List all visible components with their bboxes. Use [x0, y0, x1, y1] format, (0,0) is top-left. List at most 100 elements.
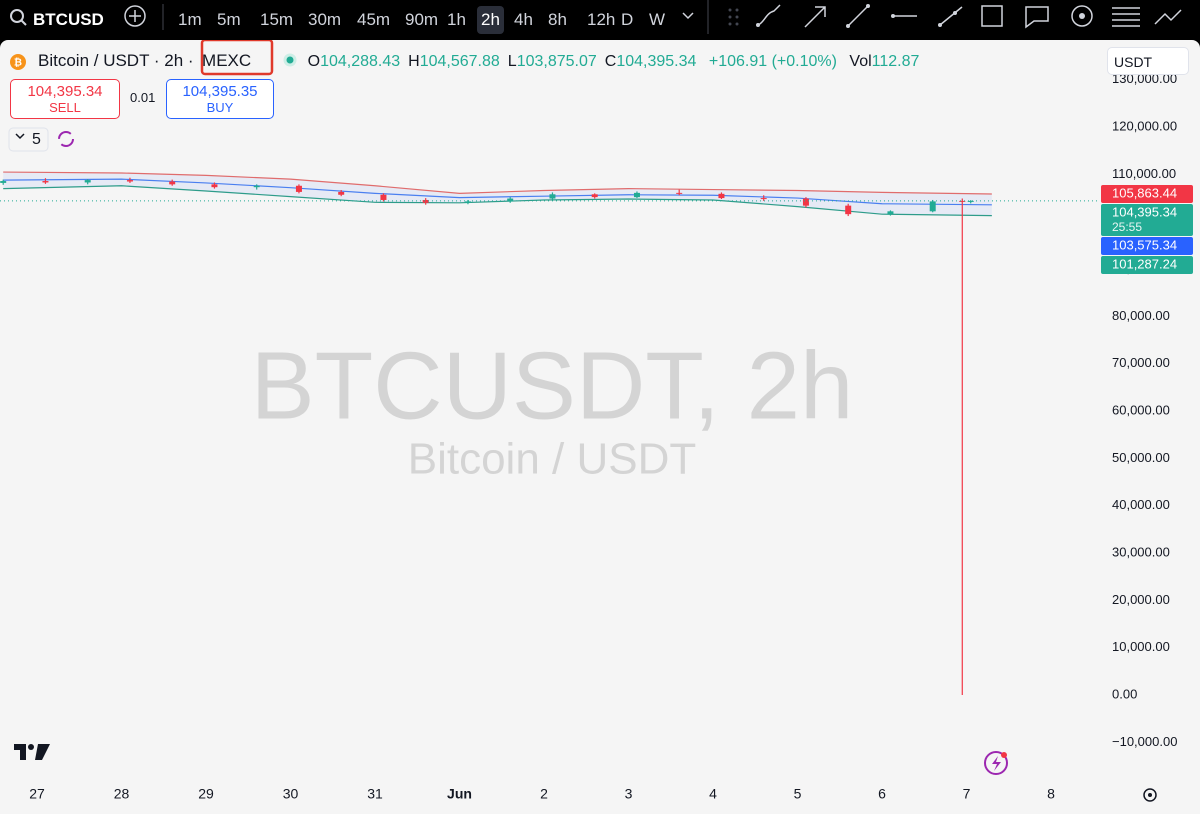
candle-body: [967, 200, 974, 202]
x-tick-label: 31: [367, 786, 383, 802]
candle-body: [422, 199, 429, 203]
y-tick-label: 120,000.00: [1112, 119, 1177, 134]
y-tick-label: 20,000.00: [1112, 592, 1170, 607]
symbol[interactable]: BTCUSD: [33, 10, 104, 29]
x-tick-label: Jun: [447, 786, 472, 802]
y-tick-label: 60,000.00: [1112, 402, 1170, 417]
price-label: 103,575.34: [1112, 237, 1177, 252]
alert-icon[interactable]: [984, 751, 1008, 775]
pattern-tool[interactable]: [1154, 9, 1182, 25]
band-line: [3, 171, 992, 195]
tool-dots: [756, 4, 1085, 28]
x-tick-label: 5: [794, 786, 802, 802]
y-tick-label: 50,000.00: [1112, 450, 1170, 465]
candle-body: [464, 201, 471, 203]
x-tick-label: 4: [709, 786, 717, 802]
candle-body: [760, 198, 767, 200]
x-tick-label: 28: [114, 786, 130, 802]
ohlc-value: 104,395.34: [616, 53, 697, 70]
buy-price: 104,395.35: [182, 83, 258, 100]
interval-button[interactable]: 1h: [447, 10, 466, 29]
arrow-tool[interactable]: [804, 6, 826, 28]
measure-tool[interactable]: [1071, 5, 1093, 27]
market-status: [283, 53, 297, 67]
interval-button[interactable]: 12h: [587, 10, 616, 29]
x-tick-label: 7: [963, 786, 971, 802]
price-label-bg: [1101, 203, 1193, 236]
ohlc-label: H: [408, 53, 420, 70]
search-icon[interactable]: [10, 9, 24, 23]
indicator-count: 5: [32, 131, 41, 148]
trend-line-tool[interactable]: [847, 5, 869, 27]
interval-button[interactable]: 45m: [357, 10, 391, 29]
interval-button[interactable]: 1m: [178, 10, 202, 29]
x-tick-label: 2: [540, 786, 548, 802]
candle-body: [338, 191, 345, 195]
plot: 130,000.00120,000.00110,000.00100,000.00…: [0, 71, 1193, 802]
interval-button[interactable]: 30m: [308, 10, 342, 29]
price-label-bg: [1101, 184, 1193, 203]
candle-body: [42, 181, 49, 183]
interval-button[interactable]: 4h: [514, 10, 533, 29]
price-label: 101,287.24: [1112, 256, 1177, 271]
candle-body: [84, 180, 91, 183]
alert-dot: [1001, 752, 1007, 758]
rectangle-tool[interactable]: [981, 5, 1003, 27]
volume-label: Vol: [849, 53, 872, 70]
ray-tool[interactable]: [939, 6, 963, 26]
x-tick-label: 30: [283, 786, 299, 802]
chart-panel: BTCUSDT, 2h Bitcoin / USDT 130,000.00 120…: [0, 40, 1200, 814]
brush-tool[interactable]: [757, 4, 781, 26]
tradingview-logo: [14, 744, 50, 760]
interval-dropdown[interactable]: [682, 12, 694, 20]
legend-title: Bitcoin / USDT · 2h ·: [38, 51, 194, 70]
search-icon-handle: [20, 19, 27, 26]
ohlc-value: 103,875.07: [516, 53, 597, 70]
settings-icon[interactable]: [1143, 788, 1157, 802]
sell-button[interactable]: 104,395.34 SELL: [10, 79, 120, 119]
candle-body: [253, 185, 260, 188]
x-tick-label: 3: [625, 786, 633, 802]
toolbar: BTCUSD 1m 5m 15m 30m 45m 90m 1h 2h 4h 8h 12h D W: [0, 0, 1200, 40]
candle-body: [591, 194, 598, 198]
exchange[interactable]: MEXC: [202, 51, 252, 70]
price-label: 105,863.44: [1112, 185, 1177, 200]
volume: 112.87: [871, 53, 920, 70]
chart: BTCUSDT, 2h Bitcoin / USDT 130,000.00120…: [0, 40, 1193, 802]
ohlc-value: 104,567.88: [419, 53, 500, 70]
collapse-icon[interactable]: [15, 133, 25, 140]
fib-tool[interactable]: [1112, 7, 1140, 27]
interval-button[interactable]: D: [621, 10, 634, 29]
candle-body: [126, 180, 133, 182]
interval-button[interactable]: 15m: [260, 10, 294, 29]
buy-button[interactable]: 104,395.35 BUY: [166, 79, 274, 119]
interval-button[interactable]: 90m: [405, 10, 439, 29]
y-tick-label: 80,000.00: [1112, 308, 1170, 323]
interval-button[interactable]: 2h: [477, 6, 504, 34]
x-tick-label: 6: [878, 786, 886, 802]
interval-button[interactable]: 5m: [217, 10, 241, 29]
spread: 0.01: [130, 90, 156, 105]
y-tick-label: 10,000.00: [1112, 639, 1170, 654]
refresh-icon[interactable]: [58, 131, 74, 147]
price-label-bg: [1101, 255, 1193, 274]
sell-label: SELL: [49, 100, 81, 115]
band-line: [3, 178, 992, 206]
currency-button[interactable]: USDT: [1107, 47, 1189, 75]
candle-body: [802, 198, 809, 206]
watermark-title: BTCUSDT, 2h: [251, 332, 854, 439]
x-tick-label: 8: [1047, 786, 1055, 802]
candle-body: [959, 200, 966, 202]
interval-button[interactable]: W: [649, 10, 666, 29]
highlight-box: [200, 40, 274, 76]
y-tick-label: 70,000.00: [1112, 355, 1170, 370]
text-note-tool[interactable]: [1025, 6, 1049, 29]
alert-bolt: [992, 756, 1001, 771]
candle-body: [633, 192, 640, 198]
indicator-box[interactable]: [8, 127, 49, 152]
interval-button[interactable]: 8h: [548, 10, 567, 29]
add-symbol[interactable]: [124, 5, 146, 27]
y-tick-label: 30,000.00: [1112, 544, 1170, 559]
y-tick-label: −10,000.00: [1112, 734, 1177, 749]
